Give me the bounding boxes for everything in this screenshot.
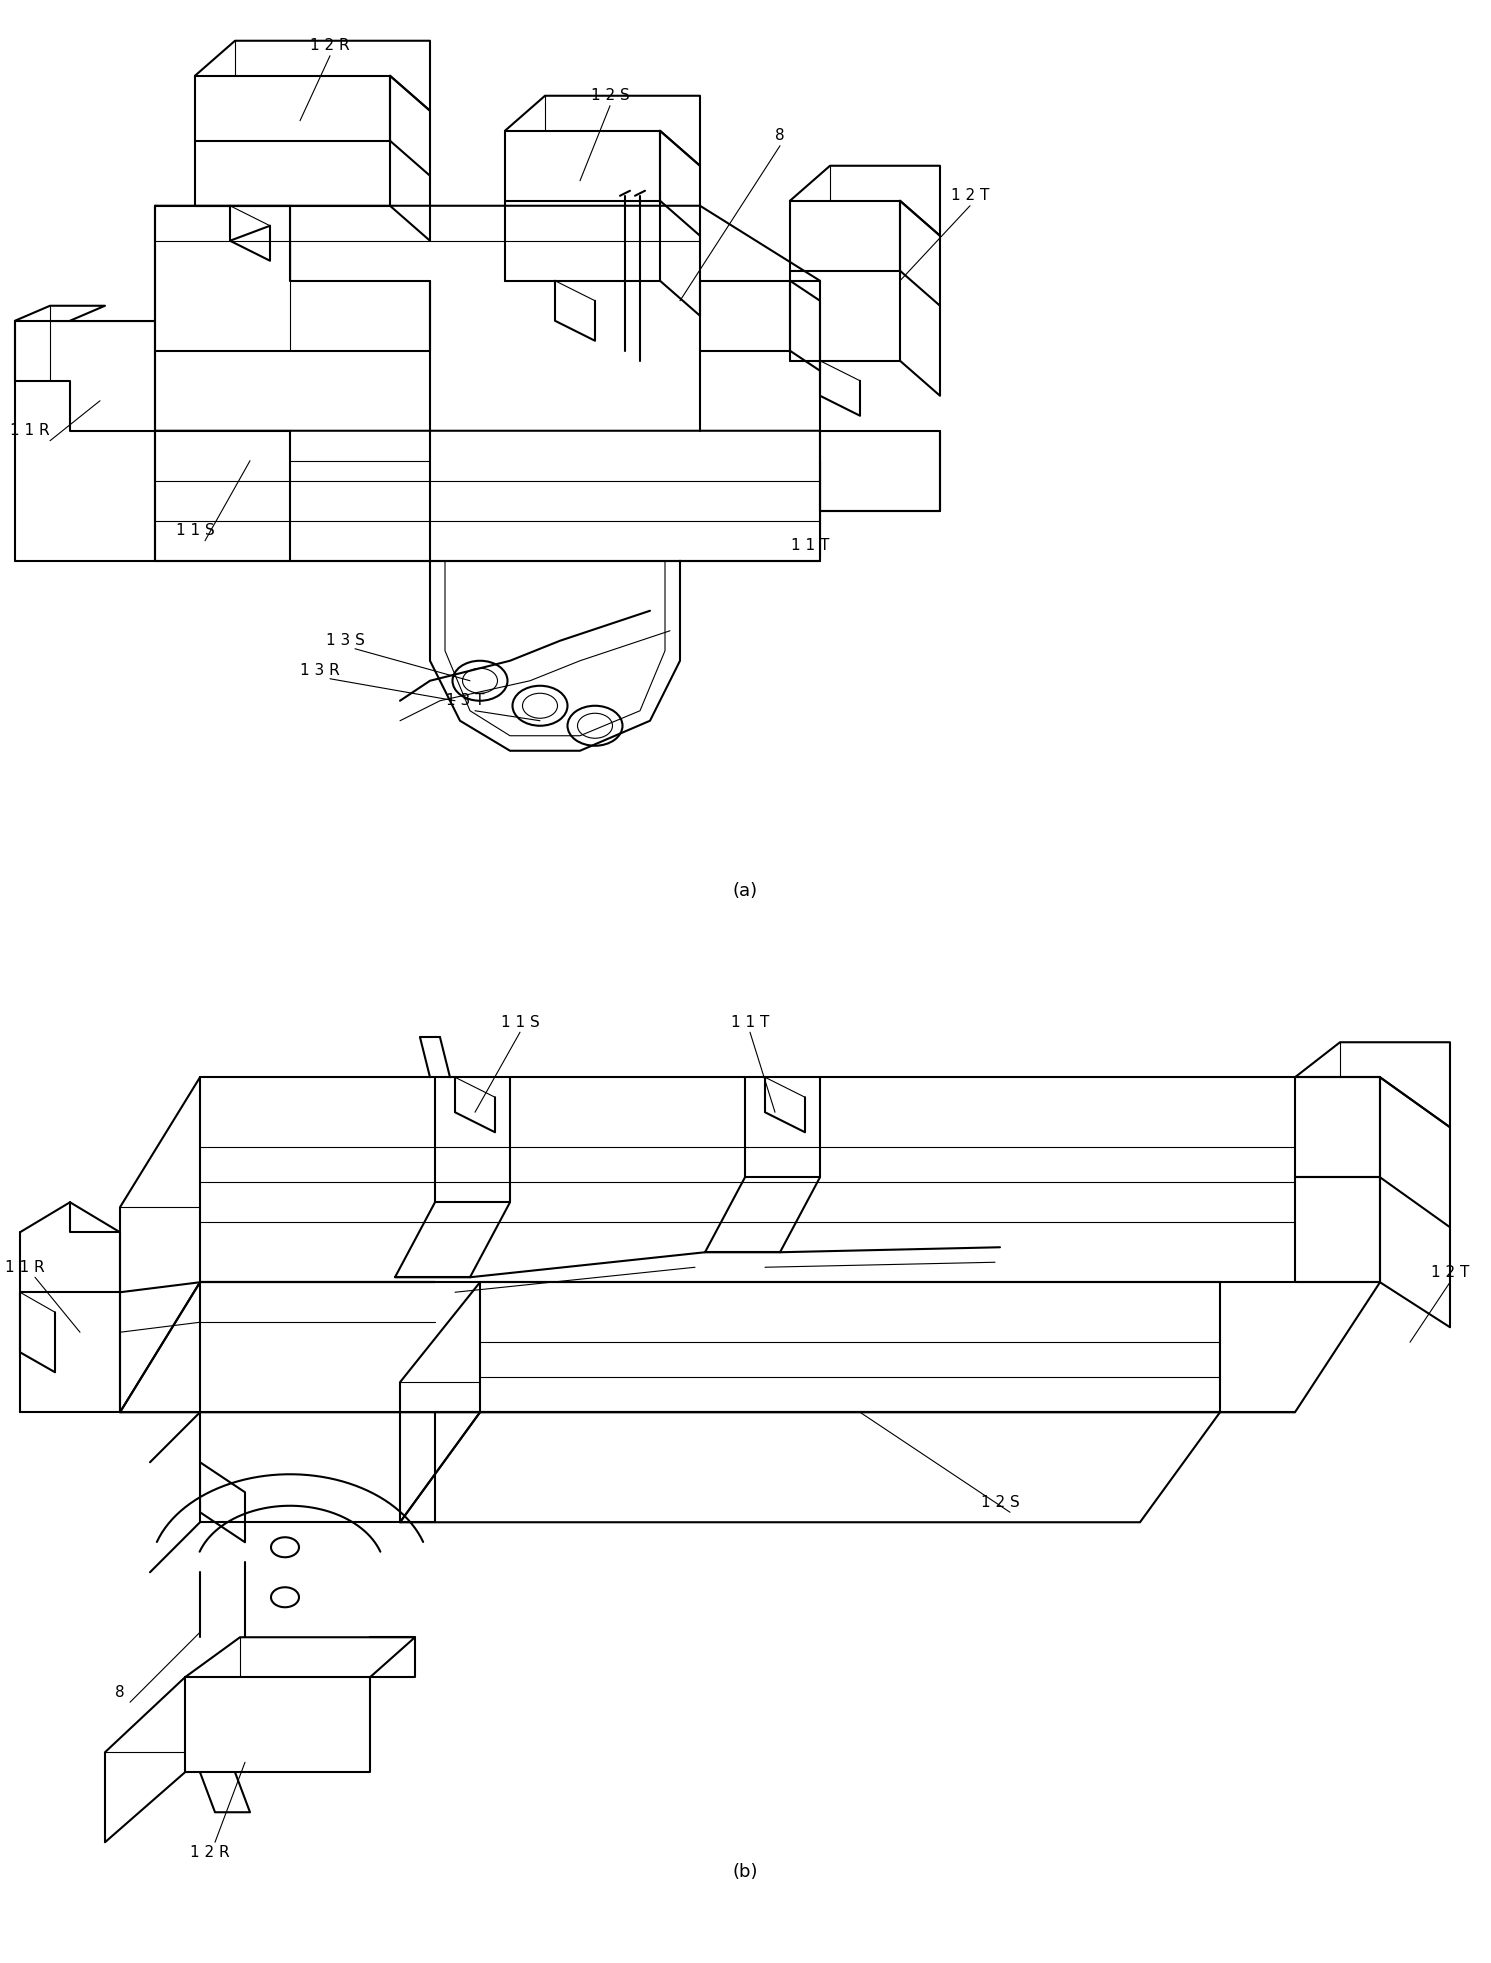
Text: (a): (a) (732, 881, 757, 899)
Text: 1 1 T: 1 1 T (731, 1015, 769, 1031)
Text: 1 1 S: 1 1 S (501, 1015, 540, 1031)
Text: 1 1 R: 1 1 R (10, 424, 49, 438)
Text: 8: 8 (775, 128, 784, 143)
Text: 1 3 R: 1 3 R (300, 663, 340, 679)
Text: (b): (b) (732, 1863, 757, 1881)
Text: 1 2 T: 1 2 T (951, 188, 989, 204)
Text: 1 3 T: 1 3 T (446, 693, 485, 709)
Text: 1 3 S: 1 3 S (325, 634, 364, 648)
Text: 1 1 T: 1 1 T (790, 538, 829, 554)
Text: 1 2 S: 1 2 S (981, 1494, 1020, 1510)
Text: 1 2 S: 1 2 S (590, 88, 629, 104)
Text: 1 2 T: 1 2 T (1431, 1264, 1469, 1280)
Text: 1 2 R: 1 2 R (310, 37, 350, 53)
Text: 1 1 R: 1 1 R (4, 1260, 45, 1274)
Text: 1 1 S: 1 1 S (176, 524, 215, 538)
Text: 1 2 R: 1 2 R (191, 1845, 230, 1859)
Text: 8: 8 (115, 1684, 125, 1700)
